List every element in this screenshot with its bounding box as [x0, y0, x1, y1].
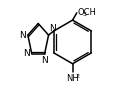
- Text: NH: NH: [66, 74, 79, 83]
- Text: N: N: [41, 56, 48, 65]
- Text: N: N: [49, 24, 56, 33]
- Text: 2: 2: [76, 74, 80, 79]
- Text: N: N: [23, 49, 30, 58]
- Text: N: N: [19, 31, 26, 40]
- Text: 3: 3: [82, 12, 86, 17]
- Text: OCH: OCH: [78, 8, 96, 17]
